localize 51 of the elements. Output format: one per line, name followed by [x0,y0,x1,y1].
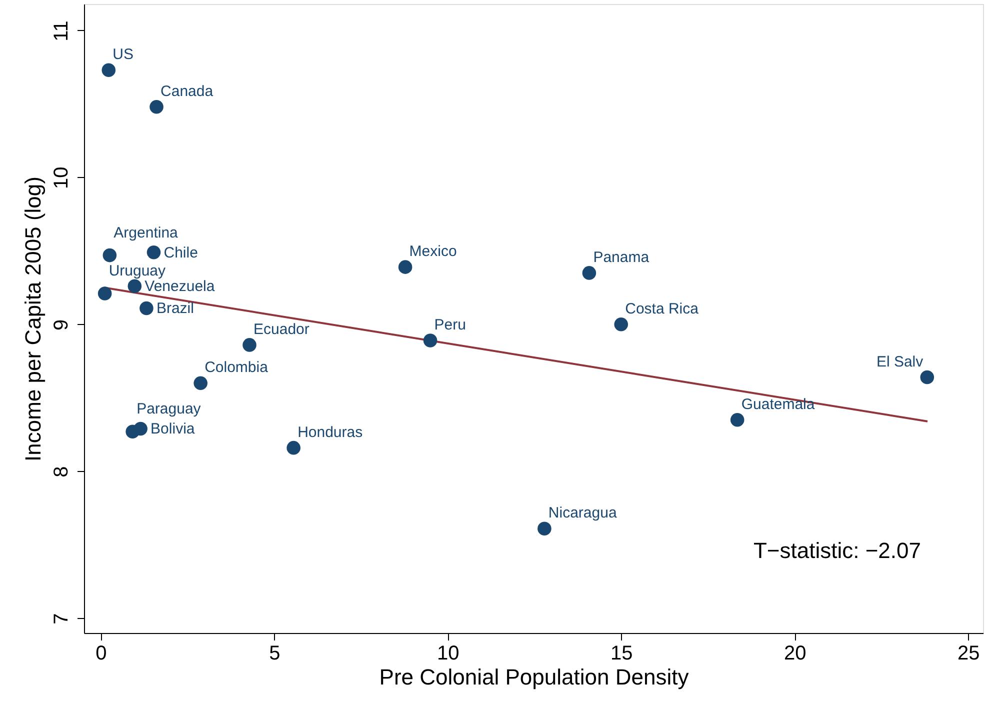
point [140,301,154,316]
annotation: Colombia [204,359,269,376]
annotation: El Salv [876,353,924,370]
y-tick-label: 10 [50,166,72,190]
point [150,100,164,114]
annotation: Ecuador [254,320,310,338]
point [194,376,208,390]
point [730,413,744,427]
annotation: T−statistic: −2.07 [753,538,921,563]
annotation: US [112,46,134,64]
x-tick-label: 20 [784,642,806,664]
annotation: Venezuela [144,278,216,296]
annotation: Argentina [114,224,179,242]
point [102,63,116,78]
point [582,266,596,280]
annotation: Brazil [156,300,194,318]
x-tick-label: 10 [437,642,460,664]
annotation: Paraguay [136,400,202,418]
annotation: Honduras [298,424,363,441]
point [242,338,256,352]
x-axis-title: Pre Colonial Population Density [379,664,689,690]
point [286,440,300,455]
annotation: Panama [593,248,650,266]
x-tick-label: 15 [610,642,633,664]
point [920,370,934,384]
point [398,260,412,274]
annotation: Chile [164,244,198,262]
annotation: Canada [160,82,214,100]
annotation: Uruguay [108,262,166,280]
point [134,422,148,436]
annotation: Costa Rica [625,300,700,318]
point [146,245,161,260]
y-tick-label: 8 [50,466,72,478]
annotation: Nicaragua [548,504,618,522]
point [423,334,438,348]
point [102,248,117,262]
point [98,286,112,300]
x-tick-label: 5 [269,642,280,664]
x-tick-label: 25 [957,642,980,664]
x-tick-label: 0 [96,642,107,664]
annotation: Mexico [409,243,457,260]
point [538,522,552,536]
point [128,279,142,294]
annotation: Bolivia [150,420,196,438]
annotation: Peru [434,316,466,334]
y-tick-label: 11 [50,20,72,42]
point [614,318,628,332]
y-tick-label: 9 [50,319,72,330]
y-axis-title: Income per Capita 2005 (log) [20,176,46,462]
annotation: Guatemala [741,396,816,413]
y-tick-label: 7 [50,613,72,624]
